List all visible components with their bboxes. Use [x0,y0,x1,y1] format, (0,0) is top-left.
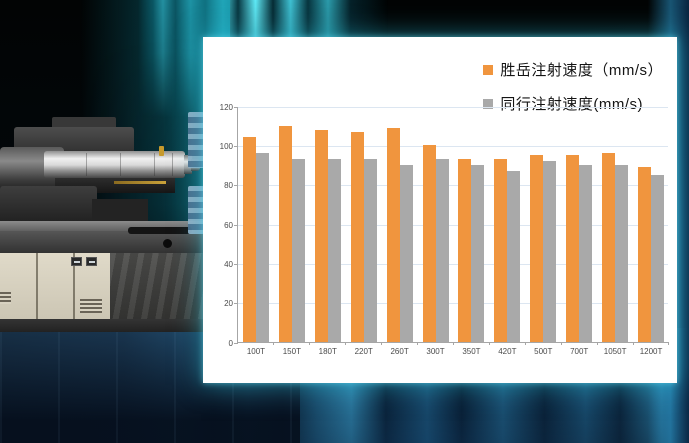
x-axis-label: 1200T [639,347,663,356]
x-axis-tick [560,342,562,345]
bar-260T-series0 [386,127,400,342]
x-axis-label: 220T [354,347,373,356]
x-axis-label: 1050T [603,347,627,356]
bar-300T-series1 [435,159,449,342]
bar-420T-series0 [494,159,508,342]
bar-350T-series0 [458,159,472,342]
x-axis-tick [417,342,419,345]
y-axis-label: 0 [228,338,233,348]
y-axis-label: 100 [219,141,233,151]
x-axis-label: 300T [426,347,445,356]
bar-260T-series1 [399,165,413,342]
x-axis-label: 420T [498,347,517,356]
bar-1050T-series1 [615,165,629,342]
chart-legend: 胜岳注射速度（mm/s） 同行注射速度(mm/s) [483,59,663,114]
chart-panel: 胜岳注射速度（mm/s） 同行注射速度(mm/s) 0 20 40 60 80 100 12… [203,37,677,383]
bar-300T-series0 [422,145,436,342]
machine-yellow-fitting [159,146,164,156]
machine-tie-bar-end-bottom [188,186,204,234]
bar-1050T-series0 [602,153,616,342]
machine-bed-knob [163,239,172,248]
y-axis-tick [234,145,238,147]
cabinet-vent-grille-left [0,292,11,304]
x-axis-label: 700T [570,347,589,356]
bar-220T-series1 [363,159,377,342]
y-axis-tick [234,185,238,187]
legend-swatch-orange [483,64,494,75]
x-axis-label: 350T [462,347,481,356]
gridline [238,185,668,187]
bar-100T-series0 [242,137,256,342]
bar-150T-series1 [291,159,305,342]
cabinet-indicator-switch [71,257,82,266]
x-axis-tick [524,342,526,345]
cabinet-vent-grille [80,299,102,313]
cabinet-door-seam [73,253,75,319]
x-axis-tick [488,342,490,345]
machine-cabinet-cover [110,253,207,319]
x-axis-tick [381,342,383,345]
y-axis-label: 20 [224,299,233,309]
x-axis-label: 100T [246,347,266,356]
bar-500T-series0 [530,155,544,342]
y-axis-label: 60 [224,220,233,230]
gridline [238,106,668,108]
x-axis-tick [596,342,598,345]
bar-700T-series1 [579,165,593,342]
machine-bed-surface [0,221,207,231]
gridline [238,263,668,265]
y-axis-label: 80 [224,181,233,191]
bar-420T-series1 [507,170,521,342]
y-axis-label: 40 [224,259,233,269]
x-axis-label: 180T [318,347,337,356]
bar-150T-series0 [278,125,292,342]
y-axis-tick [234,224,238,226]
x-axis-tick [345,342,347,345]
legend-label-tonghang: 同行注射速度(mm/s) [500,96,643,113]
y-axis-tick [234,263,238,265]
bar-1200T-series1 [651,174,665,342]
x-axis-tick [453,342,454,345]
x-axis-label: 150T [282,347,301,356]
machine-brass-rod [114,181,166,184]
machine-tie-bar-end-top [188,112,204,168]
bar-180T-series0 [314,129,328,342]
x-axis-label: 500T [534,347,553,356]
x-axis-label: 260T [390,347,409,356]
legend-item-shengyue: 胜岳注射速度（mm/s） [483,59,663,80]
legend-swatch-gray [483,98,494,109]
bar-500T-series1 [543,161,557,342]
bar-700T-series0 [566,155,580,342]
cabinet-indicator-switch [86,257,97,266]
y-axis-tick [234,342,238,344]
machine-base-strip [0,319,207,332]
bar-100T-series1 [255,153,269,342]
cabinet-door-seam [36,253,38,319]
y-axis-tick [234,303,238,305]
gridline [238,224,668,226]
x-axis-tick [632,342,634,345]
legend-item-tonghang: 同行注射速度(mm/s) [483,93,663,114]
legend-label-shengyue: 胜岳注射速度（mm/s） [500,62,663,79]
chart-plot-area: 0 20 40 60 80 100 120 100T 150T 180T 220T 260T 300T 3… [220,103,669,356]
y-axis-label: 120 [219,102,233,112]
machine-bed [0,231,207,253]
x-axis-tick [273,342,275,345]
gridline [238,145,668,147]
x-axis-tick [309,342,311,345]
machine-bed-slot [128,227,192,234]
x-axis-tick [668,342,669,345]
y-axis-tick [234,106,238,108]
bar-1200T-series0 [638,166,652,342]
bar-180T-series1 [327,159,341,342]
bar-220T-series0 [350,131,364,342]
gridline [238,303,668,305]
bar-350T-series1 [471,165,485,342]
